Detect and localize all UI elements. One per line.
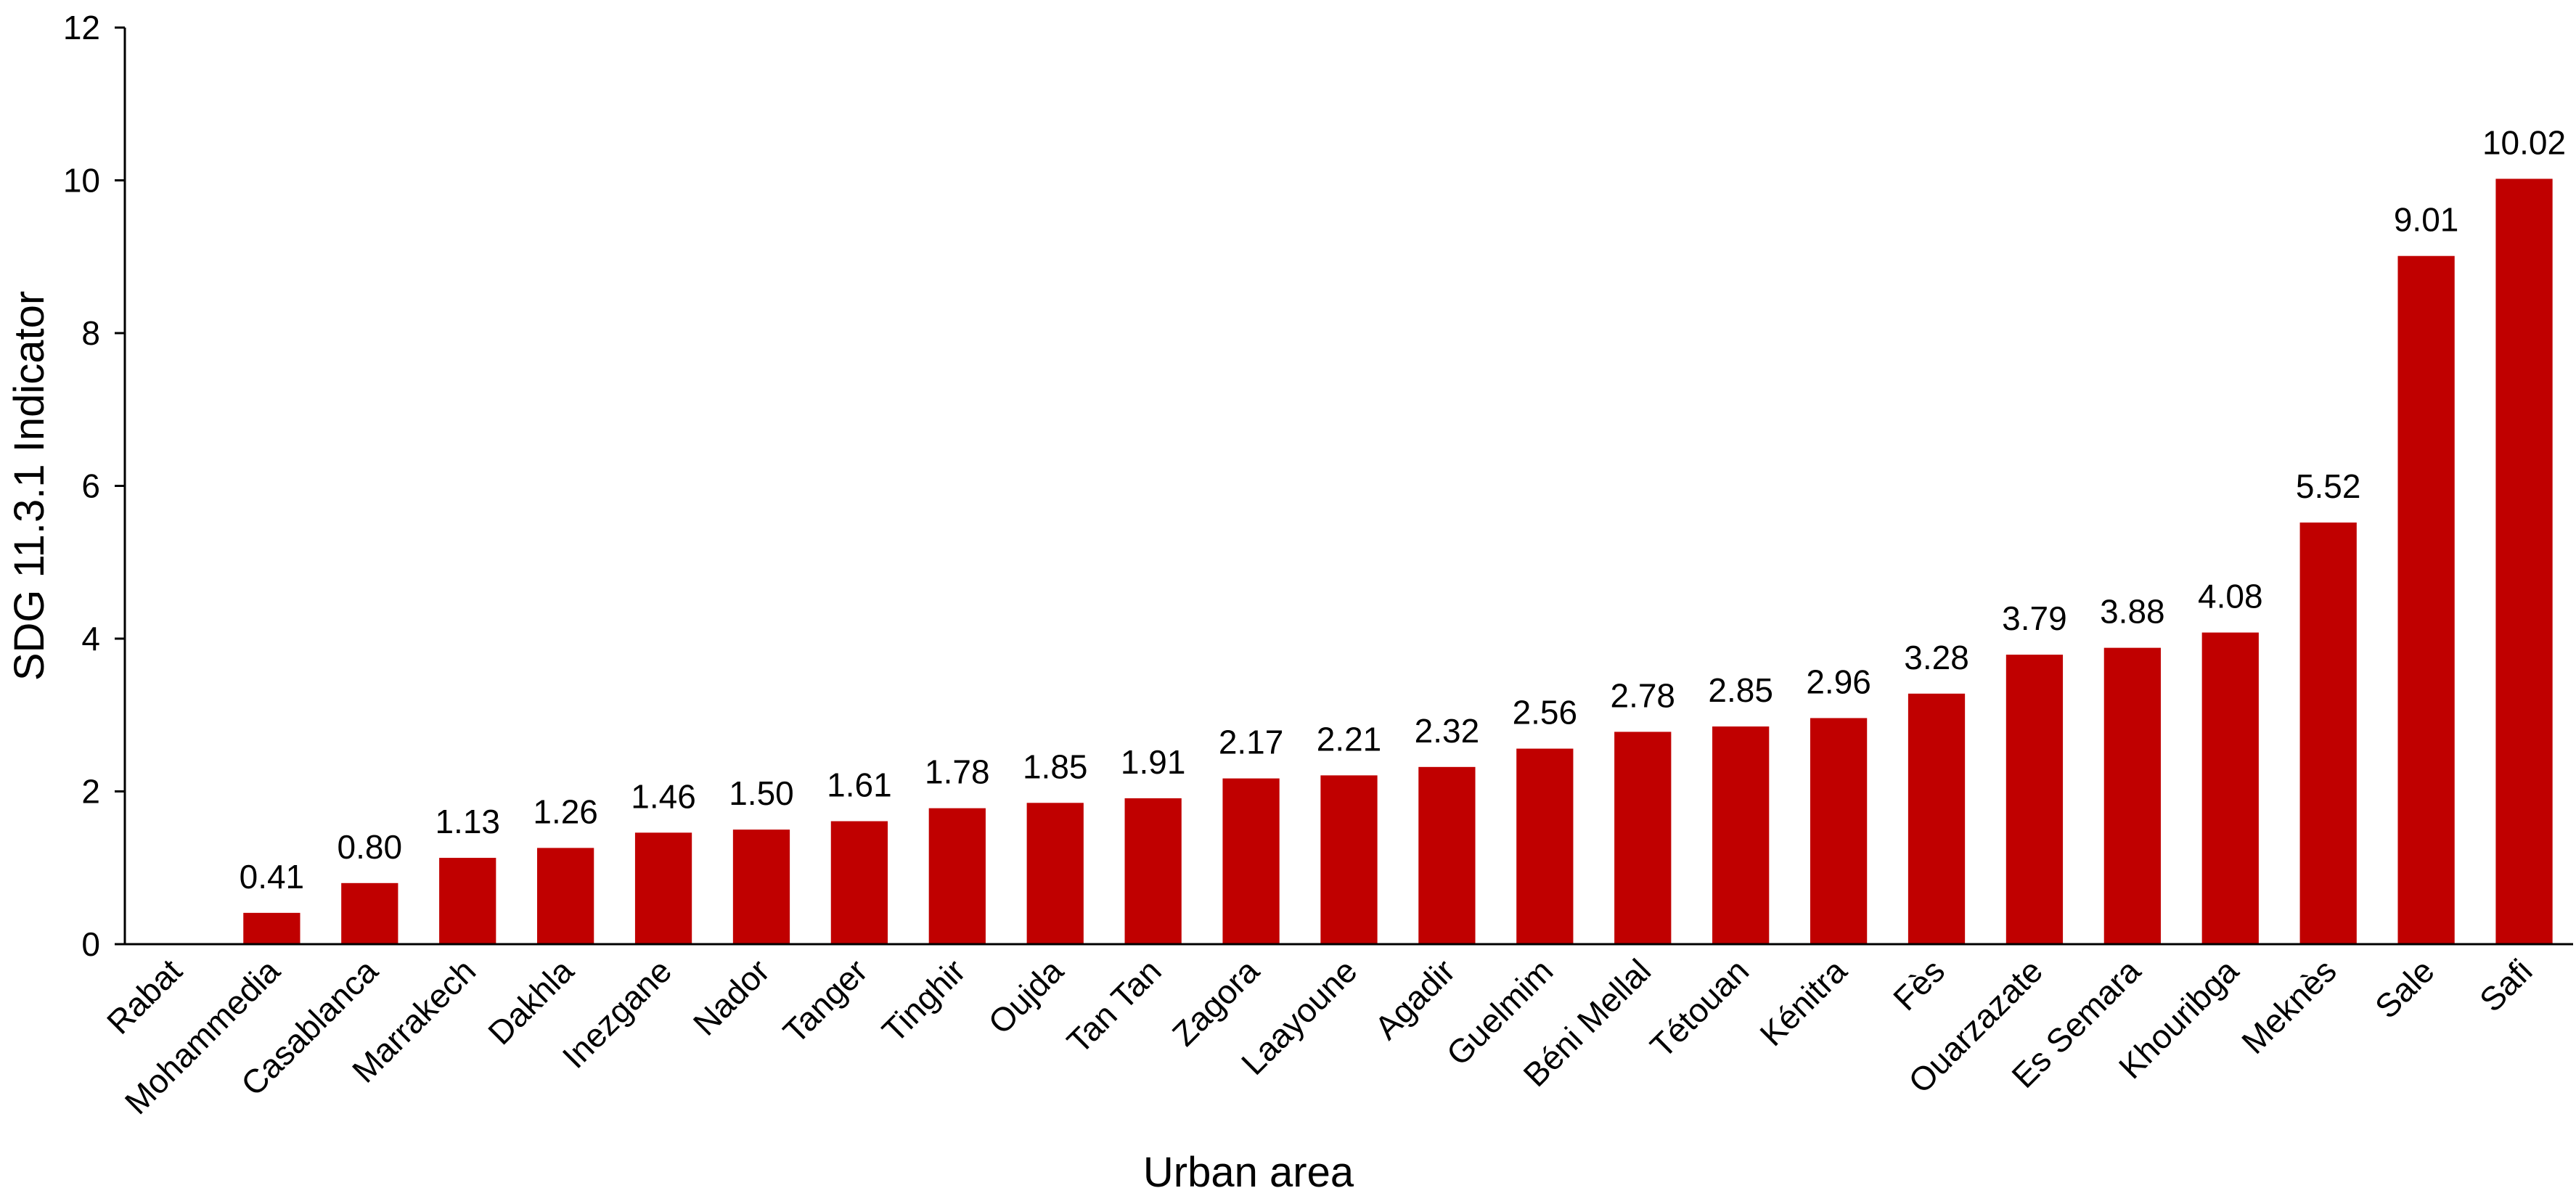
category-label: Inezgane [555, 951, 679, 1076]
bar [634, 832, 692, 944]
bar [1908, 693, 1966, 944]
data-labels: 0.41 0.80 1.13 1.26 1.46 1.50 1.61 1.78 1.85 1.91… [240, 123, 2566, 895]
category-label: Tan Tan [1060, 951, 1169, 1060]
bar [1418, 766, 1476, 944]
bar [830, 821, 888, 944]
data-label: 1.26 [533, 792, 598, 830]
category-label: Tinghir [875, 951, 973, 1049]
data-label: 1.13 [435, 803, 500, 840]
data-label: 1.50 [729, 774, 794, 812]
bar [1614, 732, 1672, 944]
bar [2495, 179, 2553, 944]
data-label: 2.17 [1219, 724, 1284, 761]
bar [243, 912, 300, 944]
category-label: Nador [686, 951, 777, 1042]
data-label: 1.61 [827, 766, 892, 804]
bar [341, 882, 398, 944]
y-tick-label: 12 [63, 9, 100, 46]
data-label: 9.01 [2394, 201, 2459, 239]
y-axis-ticks: 0 2 4 6 8 10 12 [63, 9, 125, 963]
data-label: 2.56 [1513, 694, 1578, 732]
category-label: Safi [2472, 951, 2540, 1019]
category-labels: RabatMohammediaCasablancaMarrakechDakhla… [99, 951, 2540, 1121]
bar [1026, 803, 1084, 944]
bar [2299, 523, 2357, 944]
x-axis-title: Urban area [1143, 1149, 1354, 1196]
bar [2005, 655, 2064, 944]
category-label: Tétouan [1643, 951, 1756, 1065]
data-label: 1.85 [1023, 748, 1088, 785]
bar [2201, 632, 2259, 944]
data-label: 1.46 [631, 777, 696, 815]
y-axis-title: SDG 11.3.1 Indicator [6, 291, 53, 681]
bars [243, 179, 2553, 944]
data-label: 2.96 [1806, 663, 1871, 700]
data-label: 3.79 [2002, 599, 2067, 637]
bar [1222, 778, 1280, 944]
bar [1320, 775, 1378, 944]
y-tick-label: 8 [81, 314, 100, 352]
bar [928, 808, 986, 944]
bar [1810, 718, 1868, 944]
data-label: 1.78 [925, 753, 990, 791]
category-label: Rabat [99, 951, 189, 1041]
y-tick-label: 2 [81, 773, 100, 811]
data-label: 2.78 [1610, 676, 1675, 714]
data-label: 0.80 [338, 828, 403, 866]
bar [732, 830, 790, 944]
data-label: 5.52 [2296, 467, 2361, 505]
data-label: 2.85 [1708, 671, 1773, 709]
category-label: Agadir [1367, 951, 1463, 1046]
category-label: Oujda [981, 951, 1071, 1041]
bar [1712, 726, 1770, 944]
data-label: 10.02 [2482, 123, 2566, 161]
data-label: 1.91 [1121, 743, 1186, 781]
y-tick-label: 0 [81, 925, 100, 963]
category-label: Meknès [2234, 951, 2344, 1061]
bar [1516, 748, 1574, 944]
data-label: 0.41 [240, 858, 305, 896]
data-label: 2.32 [1415, 712, 1480, 750]
data-label: 4.08 [2198, 578, 2263, 615]
category-label: Fès [1886, 951, 1952, 1017]
y-tick-label: 4 [81, 620, 100, 658]
category-label: Kénitra [1752, 951, 1854, 1053]
bar [1124, 798, 1182, 944]
bar [439, 858, 496, 944]
y-tick-label: 10 [63, 162, 100, 200]
data-label: 2.21 [1317, 720, 1382, 758]
bar [2103, 647, 2161, 944]
category-label: Tanger [776, 951, 875, 1050]
category-label: Sale [2368, 951, 2442, 1025]
bar [2397, 255, 2455, 944]
data-label: 3.88 [2100, 593, 2165, 631]
bar [537, 848, 594, 944]
y-tick-label: 6 [81, 467, 100, 505]
data-label: 3.28 [1904, 639, 1969, 676]
